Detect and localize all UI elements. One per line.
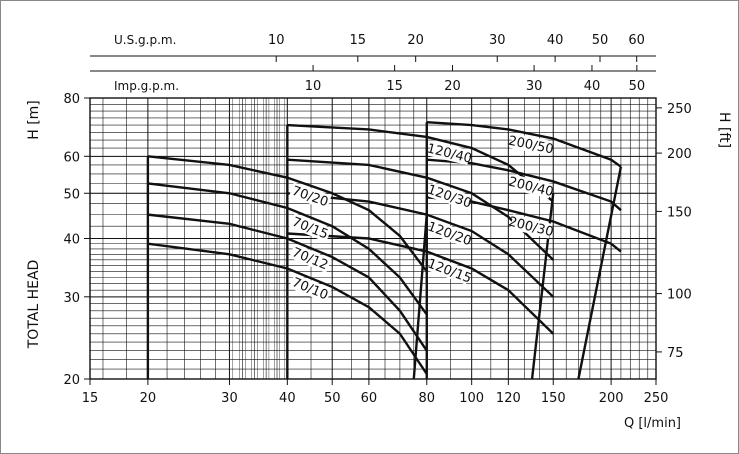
curve-70-10: [147, 242, 428, 375]
y-tick-label-right: 200: [667, 147, 692, 162]
curve-label-bg: [428, 256, 472, 285]
top-imp-tick-label: 20: [444, 79, 461, 94]
x-tick-label: 30: [221, 391, 238, 406]
curve-label-bg: [428, 140, 471, 166]
y-tick-label-right: 100: [667, 288, 692, 303]
x-tick-label: 40: [279, 391, 296, 406]
curve-label-bg: [509, 174, 553, 199]
curve-label-bg: [509, 214, 553, 239]
top-us-tick-label: 20: [407, 33, 424, 48]
curve-label-bg: [428, 219, 472, 248]
y-tick-label-left: 30: [63, 291, 80, 306]
curve-70-20: [147, 155, 428, 273]
top-imp-tick-label: 10: [305, 79, 322, 94]
top-us-tick-label: 30: [489, 33, 506, 48]
top-us-tick-label: 15: [350, 33, 367, 48]
x-tick-label: 20: [140, 391, 157, 406]
y-tick-label-left: 50: [63, 187, 80, 202]
top-imp-tick-label: 15: [386, 79, 403, 94]
max-flow-edge-3: [577, 166, 623, 380]
top-axis-imp-label: Imp.g.p.m.: [114, 79, 179, 93]
curve-200-50: [426, 120, 622, 168]
top-us-tick-label: 10: [268, 33, 285, 48]
y-tick-label-right: 150: [667, 205, 692, 220]
y-tick-label-left: 20: [63, 373, 80, 388]
top-us-tick-label: 40: [547, 33, 564, 48]
x-tick-label: 100: [459, 391, 484, 406]
top-imp-tick-label: 50: [629, 79, 646, 94]
chart-grid: [89, 97, 657, 380]
x-axis-label: Q [l/min]: [624, 416, 681, 431]
x-tick-label: 200: [599, 391, 624, 406]
x-tick-label: 250: [644, 391, 669, 406]
curve-70-12: [147, 213, 428, 352]
y-tick-label-right: 75: [667, 346, 684, 361]
max-flow-edge-1: [412, 214, 428, 380]
y-tick-label-left: 60: [63, 150, 80, 165]
curve-label-bg: [288, 213, 332, 243]
curve-70-15: [147, 182, 428, 316]
x-tick-label: 50: [324, 391, 341, 406]
curve-label-bg: [288, 182, 332, 210]
top-imp-tick-label: 40: [584, 79, 601, 94]
y-tick-label-left: 80: [63, 92, 80, 107]
y-axis-label-left: H [m]: [26, 100, 42, 140]
top-imp-tick-label: 30: [526, 79, 543, 94]
curve-label-bg: [288, 273, 332, 303]
curve-120-15: [287, 232, 555, 335]
x-tick-label: 60: [361, 391, 378, 406]
top-us-tick-label: 60: [628, 33, 645, 48]
x-tick-label: 120: [496, 391, 521, 406]
y-axis-label-right: H [ft]: [716, 112, 732, 148]
x-tick-label: 15: [82, 391, 99, 406]
curve-label-bg: [509, 133, 553, 156]
y-tick-label-right: 250: [667, 102, 692, 117]
x-tick-label: 150: [541, 391, 566, 406]
y-tick-label-left: 40: [63, 233, 80, 248]
top-us-tick-label: 50: [592, 33, 609, 48]
top-axis-us-label: U.S.g.p.m.: [114, 33, 176, 47]
curve-label-bg: [428, 182, 472, 210]
y-axis-side-label: TOTAL HEAD: [26, 260, 42, 350]
curve-120-20: [287, 192, 555, 298]
x-tick-label: 80: [418, 391, 435, 406]
curve-label-bg: [288, 243, 332, 273]
